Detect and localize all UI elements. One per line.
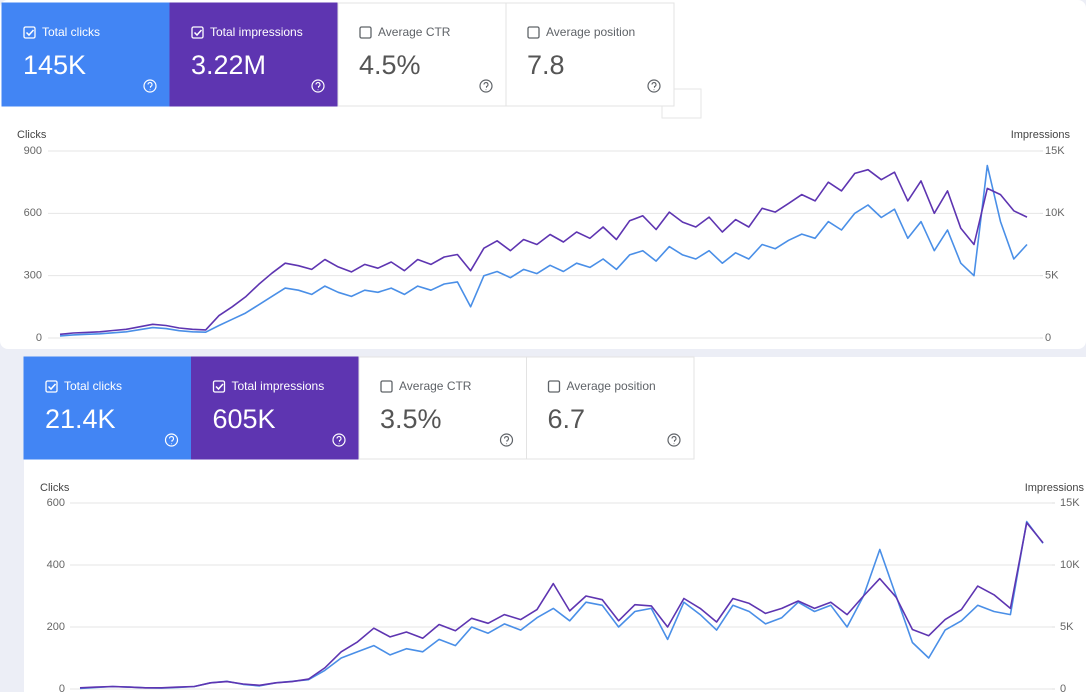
checkbox[interactable] — [191, 26, 204, 39]
help-glyph — [503, 436, 510, 445]
help-icon[interactable] — [311, 79, 325, 93]
y2-tick-label: 10K — [1060, 559, 1080, 571]
help-icon[interactable] — [479, 79, 493, 93]
checkbox[interactable] — [527, 26, 540, 39]
y-tick-label: 600 — [24, 207, 42, 219]
checkbox[interactable] — [23, 26, 36, 39]
metric-label: Total clicks — [42, 25, 100, 39]
metric-value: 605K — [213, 404, 276, 434]
help-glyph — [147, 82, 153, 91]
metric-label: Average CTR — [378, 25, 451, 39]
metric-card[interactable] — [169, 2, 339, 107]
metric-card[interactable] — [505, 2, 675, 107]
y-axis-title: Clicks — [40, 482, 70, 494]
help-glyph — [336, 436, 342, 445]
y-tick-label: 0 — [59, 683, 65, 692]
help-icon[interactable] — [499, 433, 514, 447]
help-icon[interactable] — [164, 433, 179, 447]
y-tick-label: 600 — [47, 497, 65, 509]
help-glyph — [168, 436, 175, 445]
y-tick-label: 200 — [47, 621, 65, 633]
help-icon[interactable] — [143, 79, 157, 93]
help-glyph — [651, 82, 657, 91]
checkbox[interactable] — [380, 380, 393, 393]
metric-value: 3.5% — [380, 404, 442, 434]
help-glyph — [483, 82, 489, 91]
checkbox[interactable] — [45, 380, 58, 393]
metric-card[interactable] — [23, 356, 192, 460]
series-line — [59, 164, 1028, 337]
series-line — [79, 522, 1044, 689]
y2-tick-label: 0 — [1045, 332, 1051, 344]
checkmark — [193, 29, 203, 37]
metric-label: Total impressions — [232, 379, 325, 393]
metric-label: Average position — [546, 25, 635, 39]
y2-tick-label: 15K — [1060, 497, 1080, 509]
y2-axis-title: Impressions — [1025, 482, 1085, 494]
metric-label: Average CTR — [399, 379, 472, 393]
series-line — [59, 168, 1028, 336]
metric-value: 145K — [23, 50, 86, 80]
metric-label: Total clicks — [64, 379, 122, 393]
metric-card[interactable] — [337, 2, 507, 107]
checkbox[interactable] — [547, 380, 561, 393]
y2-tick-label: 0 — [1060, 683, 1066, 692]
y-tick-label: 300 — [24, 270, 42, 282]
metric-label: Average position — [567, 379, 656, 393]
y-tick-label: 900 — [24, 145, 42, 157]
y2-tick-label: 10K — [1045, 207, 1065, 219]
metric-value: 6.7 — [548, 404, 586, 434]
help-icon[interactable] — [647, 79, 661, 93]
y-tick-label: 0 — [36, 332, 42, 344]
checkbox[interactable] — [359, 26, 372, 39]
metric-card[interactable] — [358, 356, 527, 460]
y2-tick-label: 5K — [1045, 270, 1059, 282]
help-icon[interactable] — [667, 433, 681, 447]
metric-value: 21.4K — [45, 404, 116, 434]
help-icon[interactable] — [332, 433, 346, 447]
y2-tick-label: 5K — [1060, 621, 1074, 633]
checkmark — [25, 29, 35, 37]
checkmark — [47, 383, 57, 391]
y-axis-title: Clicks — [17, 129, 47, 141]
checkbox[interactable] — [212, 380, 226, 393]
metric-card[interactable] — [526, 356, 695, 460]
metric-value: 7.8 — [527, 50, 565, 80]
checkmark — [215, 383, 224, 391]
y-tick-label: 400 — [47, 559, 65, 571]
metric-value: 4.5% — [359, 50, 421, 80]
metric-label: Total impressions — [210, 25, 303, 39]
metric-value: 3.22M — [191, 50, 266, 80]
y2-axis-title: Impressions — [1011, 129, 1071, 141]
help-glyph — [671, 436, 677, 445]
help-glyph — [315, 82, 321, 91]
y2-tick-label: 15K — [1045, 145, 1065, 157]
metric-card[interactable] — [191, 356, 360, 460]
